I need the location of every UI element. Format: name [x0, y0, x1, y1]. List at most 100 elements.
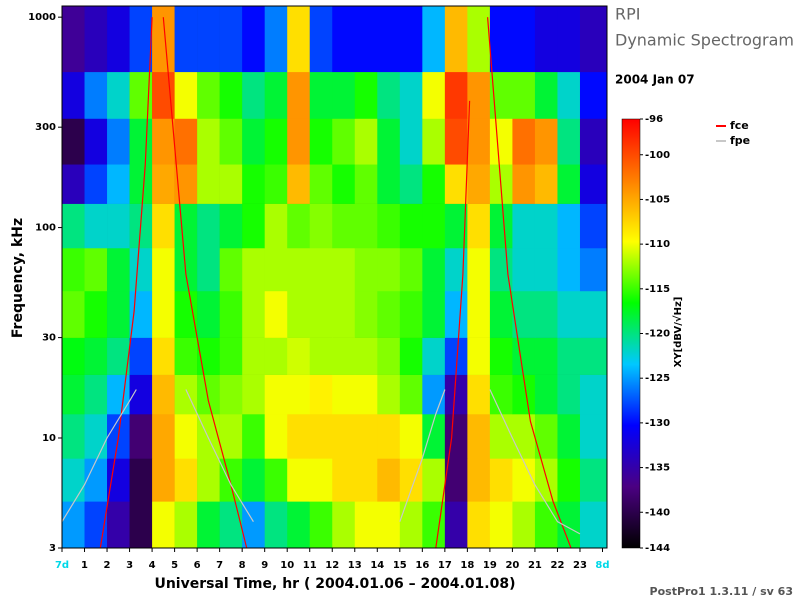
heatmap-cell — [107, 374, 130, 415]
y-tick-label: 10 — [42, 433, 56, 444]
x-tick-label: 15 — [393, 560, 407, 571]
heatmap-cell — [152, 164, 175, 204]
heatmap-cell — [444, 118, 468, 165]
colorbar-tick-label: -125 — [645, 373, 670, 384]
heatmap-cell — [219, 414, 243, 459]
heatmap-cell — [512, 71, 536, 119]
heatmap-cell — [264, 290, 288, 338]
heatmap-cell — [174, 501, 198, 549]
heatmap-cell — [444, 164, 468, 204]
heatmap-cell — [309, 164, 333, 204]
heatmap-cell — [84, 458, 108, 502]
heatmap-cell — [174, 118, 198, 165]
heatmap-cell — [489, 71, 513, 119]
colorbar-tick-label: -140 — [645, 507, 670, 518]
heatmap-cell — [422, 458, 446, 502]
heatmap-cell — [579, 6, 608, 73]
heatmap-cell — [332, 71, 356, 119]
heatmap-cell — [422, 374, 446, 415]
heatmap-cell — [489, 203, 513, 249]
heatmap-cell — [332, 164, 356, 204]
heatmap-cell — [422, 203, 446, 249]
heatmap-cell — [264, 501, 288, 549]
heatmap-cell — [467, 6, 491, 73]
colorbar-label: XY[dBV/√Hz] — [672, 297, 684, 368]
heatmap-cell — [287, 414, 311, 459]
heatmap-cell — [467, 374, 491, 415]
heatmap-cell — [377, 6, 401, 73]
heatmap-cell — [174, 203, 198, 249]
heatmap-cell — [489, 6, 513, 73]
heatmap-cell — [422, 118, 446, 165]
heatmap-cell — [152, 458, 175, 502]
heatmap-cell — [557, 414, 581, 459]
heatmap-cell — [557, 374, 581, 415]
heatmap-cell — [309, 458, 333, 502]
heatmap-cell — [152, 290, 175, 338]
heatmap-cell — [129, 118, 153, 165]
heatmap-cell — [174, 164, 198, 204]
heatmap-cell — [579, 247, 608, 292]
heatmap-cell — [242, 337, 265, 375]
x-tick-label: 9 — [261, 560, 268, 571]
heatmap-cell — [152, 374, 175, 415]
x-tick-label: 7d — [55, 560, 69, 571]
chart-subtitle: Dynamic Spectrogram — [615, 31, 794, 50]
heatmap-cell — [557, 118, 581, 165]
colorbar-tick-label: -144 — [645, 543, 670, 554]
heatmap-cell — [467, 247, 491, 292]
heatmap-cell — [309, 414, 333, 459]
heatmap-cell — [62, 337, 85, 375]
heatmap-cell — [557, 164, 581, 204]
heatmap-cell — [377, 290, 401, 338]
colorbar-tick-label: -120 — [645, 329, 670, 340]
heatmap-cell — [129, 164, 153, 204]
heatmap-cell — [489, 290, 513, 338]
heatmap-cell — [557, 290, 581, 338]
heatmap-cell — [444, 501, 468, 549]
heatmap-cell — [399, 203, 423, 249]
heatmap-cell — [84, 71, 108, 119]
heatmap-cell — [332, 6, 356, 73]
heatmap-cell — [219, 118, 243, 165]
heatmap-cell — [107, 6, 130, 73]
heatmap-cell — [377, 247, 401, 292]
heatmap-cell — [287, 203, 311, 249]
heatmap-cell — [489, 118, 513, 165]
heatmap-cell — [579, 203, 608, 249]
heatmap-cell — [534, 71, 558, 119]
heatmap-cell — [557, 337, 581, 375]
heatmap-cell — [399, 118, 423, 165]
heatmap-cell — [107, 501, 130, 549]
heatmap-cell — [467, 501, 491, 549]
heatmap-cell — [332, 247, 356, 292]
heatmap-cell — [287, 290, 311, 338]
heatmap-cell — [84, 247, 108, 292]
x-tick-label: 4 — [149, 560, 156, 571]
heatmap-cell — [197, 247, 220, 292]
heatmap-cell — [242, 458, 265, 502]
heatmap-cell — [557, 247, 581, 292]
heatmap-cell — [197, 203, 220, 249]
x-tick-label: 12 — [325, 560, 339, 571]
heatmap-cell — [579, 290, 608, 338]
heatmap-cell — [129, 247, 153, 292]
heatmap-cell — [242, 164, 265, 204]
heatmap-cell — [489, 458, 513, 502]
heatmap-cell — [467, 164, 491, 204]
heatmap-cell — [197, 164, 220, 204]
x-tick-label: 21 — [528, 560, 542, 571]
heatmap-cell — [107, 247, 130, 292]
heatmap-cell — [354, 501, 378, 549]
heatmap-cell — [219, 290, 243, 338]
heatmap-cell — [354, 203, 378, 249]
heatmap-cell — [287, 501, 311, 549]
heatmap-cell — [444, 71, 468, 119]
heatmap-cell — [309, 203, 333, 249]
heatmap-cell — [579, 374, 608, 415]
chart-title: RPI — [615, 5, 640, 24]
heatmap-cell — [84, 164, 108, 204]
heatmap-cell — [377, 374, 401, 415]
heatmap-cell — [107, 118, 130, 165]
heatmap-cell — [219, 374, 243, 415]
